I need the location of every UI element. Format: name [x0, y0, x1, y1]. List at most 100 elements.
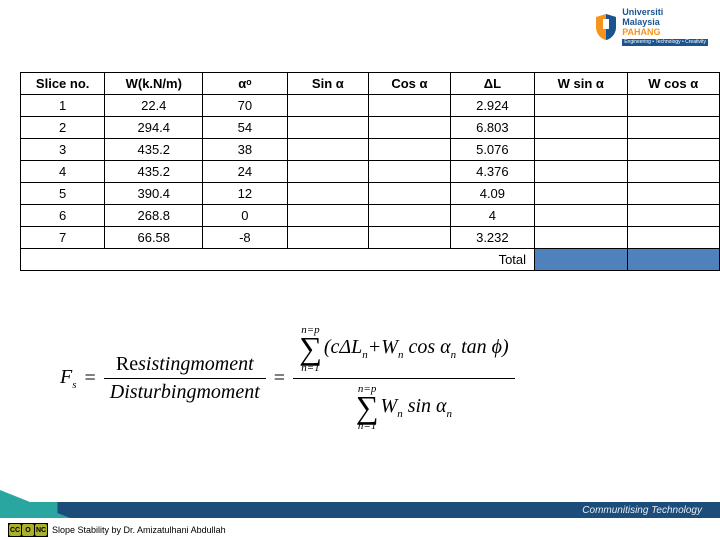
table-cell: [287, 205, 369, 227]
table-cell: [627, 183, 720, 205]
table-cell: 70: [203, 95, 287, 117]
word-fraction: Resistingmoment Disturbingmoment: [104, 351, 266, 406]
table-cell: [627, 227, 720, 249]
table-cell: 24: [203, 161, 287, 183]
table-cell: [535, 161, 627, 183]
table-cell: [287, 183, 369, 205]
logo-line3: PAHANG: [622, 28, 708, 38]
th-w: W(k.N/m): [105, 73, 203, 95]
total-highlight-cell: [627, 249, 720, 271]
total-label-cell: Total: [21, 249, 535, 271]
shield-icon: [594, 13, 618, 41]
table-cell: [369, 183, 451, 205]
disturbing-moment-label: Disturbingmoment: [104, 379, 266, 406]
table-cell: 4: [450, 205, 534, 227]
table-cell: 5.076: [450, 139, 534, 161]
table-cell: [535, 183, 627, 205]
table-cell: [627, 117, 720, 139]
th-slice: Slice no.: [21, 73, 105, 95]
table-cell: 4.09: [450, 183, 534, 205]
table-row: 4435.224 4.376: [21, 161, 720, 183]
denominator-term: Wn sin αn: [381, 395, 453, 420]
factor-of-safety-formula: Fs = Resistingmoment Disturbingmoment = …: [60, 320, 515, 436]
denominator-sum: n=p ∑ n=1 Wn sin αn: [350, 379, 458, 437]
table-cell: 66.58: [105, 227, 203, 249]
table-cell: 435.2: [105, 139, 203, 161]
table-cell: [535, 205, 627, 227]
logo-tagline: Engineering • Technology • Creativity: [622, 39, 708, 47]
table-total-row: Total: [21, 249, 720, 271]
table-cell: [369, 117, 451, 139]
table-cell: 54: [203, 117, 287, 139]
summation-fraction: n=p ∑ n=1 (cΔLn+Wn cos αn tan ϕ) n=p ∑ n…: [293, 320, 515, 436]
table-row: 122.470 2.924: [21, 95, 720, 117]
logo-text: Universiti Malaysia PAHANG Engineering •…: [622, 8, 708, 46]
table-cell: [535, 139, 627, 161]
table-cell: [369, 205, 451, 227]
fs-symbol: Fs: [60, 366, 77, 391]
table-cell: 4: [21, 161, 105, 183]
slice-table: Slice no. W(k.N/m) αᵒ Sin α Cos α ΔL W s…: [20, 72, 720, 271]
table-cell: [287, 139, 369, 161]
equals-1: =: [85, 367, 96, 390]
table-cell: [535, 95, 627, 117]
table-cell: 6.803: [450, 117, 534, 139]
th-alpha: αᵒ: [203, 73, 287, 95]
table-cell: [369, 161, 451, 183]
numerator-sum: n=p ∑ n=1 (cΔLn+Wn cos αn tan ϕ): [293, 320, 515, 378]
table-cell: 3.232: [450, 227, 534, 249]
table-cell: [535, 117, 627, 139]
table-cell: [369, 227, 451, 249]
table-cell: 5: [21, 183, 105, 205]
table-cell: 4.376: [450, 161, 534, 183]
table-cell: [627, 205, 720, 227]
table-cell: 22.4: [105, 95, 203, 117]
cc-icon: CC O NC: [8, 523, 48, 537]
table-row: 766.58-83.232: [21, 227, 720, 249]
table-cell: 0: [203, 205, 287, 227]
table-cell: [369, 95, 451, 117]
th-cos: Cos α: [369, 73, 451, 95]
university-logo: Universiti Malaysia PAHANG Engineering •…: [594, 8, 708, 46]
table-cell: 2.924: [450, 95, 534, 117]
table-cell: [627, 139, 720, 161]
table-cell: [287, 227, 369, 249]
table-cell: [287, 117, 369, 139]
table-header-row: Slice no. W(k.N/m) αᵒ Sin α Cos α ΔL W s…: [21, 73, 720, 95]
table-cell: [287, 95, 369, 117]
table-cell: 435.2: [105, 161, 203, 183]
table-cell: 3: [21, 139, 105, 161]
table-cell: 294.4: [105, 117, 203, 139]
attribution-text: Slope Stability by Dr. Amizatulhani Abdu…: [52, 525, 226, 535]
table-cell: 390.4: [105, 183, 203, 205]
footer-banner: Communitising Technology: [0, 490, 720, 518]
th-wsin: W sin α: [535, 73, 627, 95]
table-cell: [369, 139, 451, 161]
th-dl: ΔL: [450, 73, 534, 95]
table-cell: 1: [21, 95, 105, 117]
table-cell: -8: [203, 227, 287, 249]
table-cell: [287, 161, 369, 183]
table-row: 6268.80 4: [21, 205, 720, 227]
sigma-top: n=p ∑ n=1: [299, 324, 322, 374]
table-cell: [627, 95, 720, 117]
table-row: 3435.238 5.076: [21, 139, 720, 161]
sigma-bottom: n=p ∑ n=1: [356, 383, 379, 433]
table-cell: [627, 161, 720, 183]
total-highlight-cell: [535, 249, 627, 271]
table-row: 5390.412 4.09: [21, 183, 720, 205]
table-cell: 268.8: [105, 205, 203, 227]
attribution-line: CC O NC Slope Stability by Dr. Amizatulh…: [8, 523, 226, 537]
table-cell: [535, 227, 627, 249]
th-sin: Sin α: [287, 73, 369, 95]
footer-tagline: Communitising Technology: [582, 505, 702, 516]
numerator-term: (cΔLn+Wn cos αn tan ϕ): [324, 336, 509, 361]
data-table-container: Slice no. W(k.N/m) αᵒ Sin α Cos α ΔL W s…: [20, 72, 720, 271]
table-cell: 38: [203, 139, 287, 161]
table-row: 2294.454 6.803: [21, 117, 720, 139]
resisting-moment-label: Resistingmoment: [110, 351, 260, 378]
table-cell: 6: [21, 205, 105, 227]
table-cell: 2: [21, 117, 105, 139]
equals-2: =: [274, 367, 285, 390]
table-cell: 12: [203, 183, 287, 205]
